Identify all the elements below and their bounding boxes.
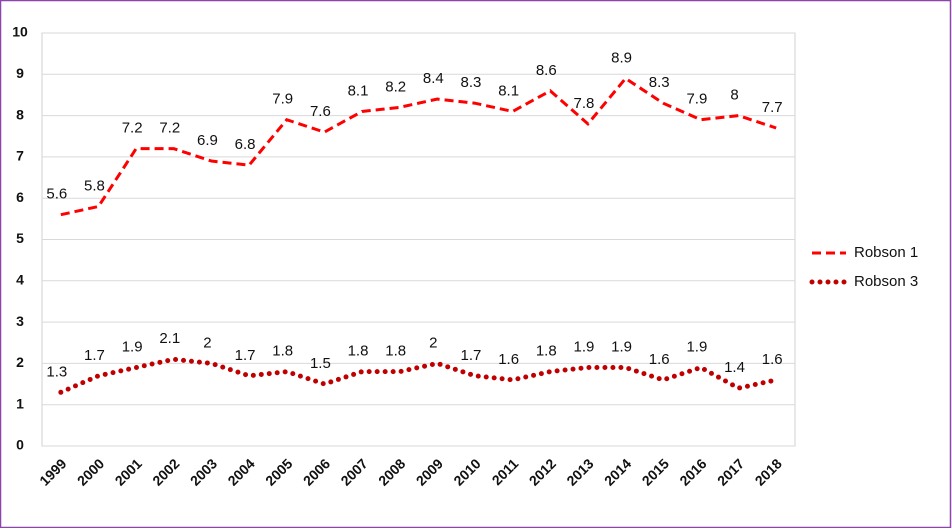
y-tick-label: 9 <box>16 65 24 81</box>
x-tick-label: 2017 <box>714 455 747 488</box>
x-tick-label: 2018 <box>752 455 785 488</box>
data-label: 1.9 <box>611 338 632 355</box>
x-tick-label: 2003 <box>187 455 220 488</box>
data-label: 8.4 <box>423 70 444 87</box>
data-label: 1.7 <box>235 347 256 364</box>
data-label: 2.1 <box>159 330 180 347</box>
data-label: 1.8 <box>536 343 557 360</box>
x-tick-label: 2000 <box>74 455 107 488</box>
x-tick-label: 2016 <box>676 455 709 488</box>
data-label: 1.4 <box>724 359 745 376</box>
y-tick-label: 0 <box>16 437 24 453</box>
data-label: 8.9 <box>611 49 632 66</box>
x-tick-label: 2009 <box>413 455 446 488</box>
y-tick-label: 5 <box>16 230 24 246</box>
data-label: 7.2 <box>122 120 143 137</box>
y-tick-label: 7 <box>16 148 24 164</box>
data-label: 1.8 <box>348 343 369 360</box>
data-label: 6.9 <box>197 132 218 149</box>
data-label: 8.1 <box>498 82 519 99</box>
x-tick-label: 2012 <box>526 455 559 488</box>
x-tick-label: 2005 <box>262 455 295 488</box>
data-label: 5.8 <box>84 177 105 194</box>
x-tick-label: 2001 <box>112 455 145 488</box>
data-label: 8.3 <box>461 74 482 91</box>
data-label: 8.6 <box>536 62 557 79</box>
data-label: 5.6 <box>46 186 67 203</box>
y-tick-label: 6 <box>16 189 24 205</box>
y-tick-label: 3 <box>16 313 24 329</box>
x-tick-label: 2014 <box>601 455 634 488</box>
data-label: 7.9 <box>686 91 707 108</box>
y-tick-label: 8 <box>16 106 24 122</box>
x-tick-label: 2013 <box>563 455 596 488</box>
data-label: 1.5 <box>310 355 331 372</box>
data-label: 1.9 <box>573 338 594 355</box>
legend-label: Robson 3 <box>854 273 918 290</box>
data-label: 7.8 <box>573 95 594 112</box>
data-label: 8 <box>730 87 738 104</box>
data-label: 1.6 <box>498 351 519 368</box>
y-tick-label: 2 <box>16 354 24 370</box>
data-label: 1.9 <box>122 338 143 355</box>
x-tick-label: 2007 <box>337 455 370 488</box>
data-label: 1.8 <box>272 343 293 360</box>
x-tick-label: 2015 <box>639 455 672 488</box>
data-label: 8.2 <box>385 78 406 95</box>
x-tick-label: 2006 <box>300 455 333 488</box>
data-label: 1.9 <box>686 338 707 355</box>
data-label: 1.6 <box>649 351 670 368</box>
data-label: 1.3 <box>46 363 67 380</box>
legend-label: Robson 1 <box>854 244 918 261</box>
x-tick-label: 2010 <box>450 455 483 488</box>
data-label: 7.9 <box>272 91 293 108</box>
line <box>58 356 779 395</box>
x-tick-label: 2002 <box>149 455 182 488</box>
line <box>60 76 777 217</box>
y-tick-label: 10 <box>12 24 28 40</box>
data-label: 1.7 <box>84 347 105 364</box>
data-label: 8.1 <box>348 82 369 99</box>
data-label: 7.7 <box>762 99 783 116</box>
data-label: 2 <box>429 334 437 351</box>
data-label: 1.7 <box>461 347 482 364</box>
data-label: 6.8 <box>235 136 256 153</box>
data-label: 1.8 <box>385 343 406 360</box>
y-tick-label: 1 <box>16 395 24 411</box>
data-label: 7.2 <box>159 120 180 137</box>
data-label: 2 <box>203 334 211 351</box>
x-tick-label: 2008 <box>375 455 408 488</box>
x-tick-label: 2011 <box>489 455 522 488</box>
x-tick-label: 1999 <box>36 455 69 488</box>
data-label: 7.6 <box>310 103 331 120</box>
x-tick-label: 2004 <box>224 455 257 488</box>
data-label: 8.3 <box>649 74 670 91</box>
data-label: 1.6 <box>762 351 783 368</box>
y-tick-label: 4 <box>16 272 24 288</box>
